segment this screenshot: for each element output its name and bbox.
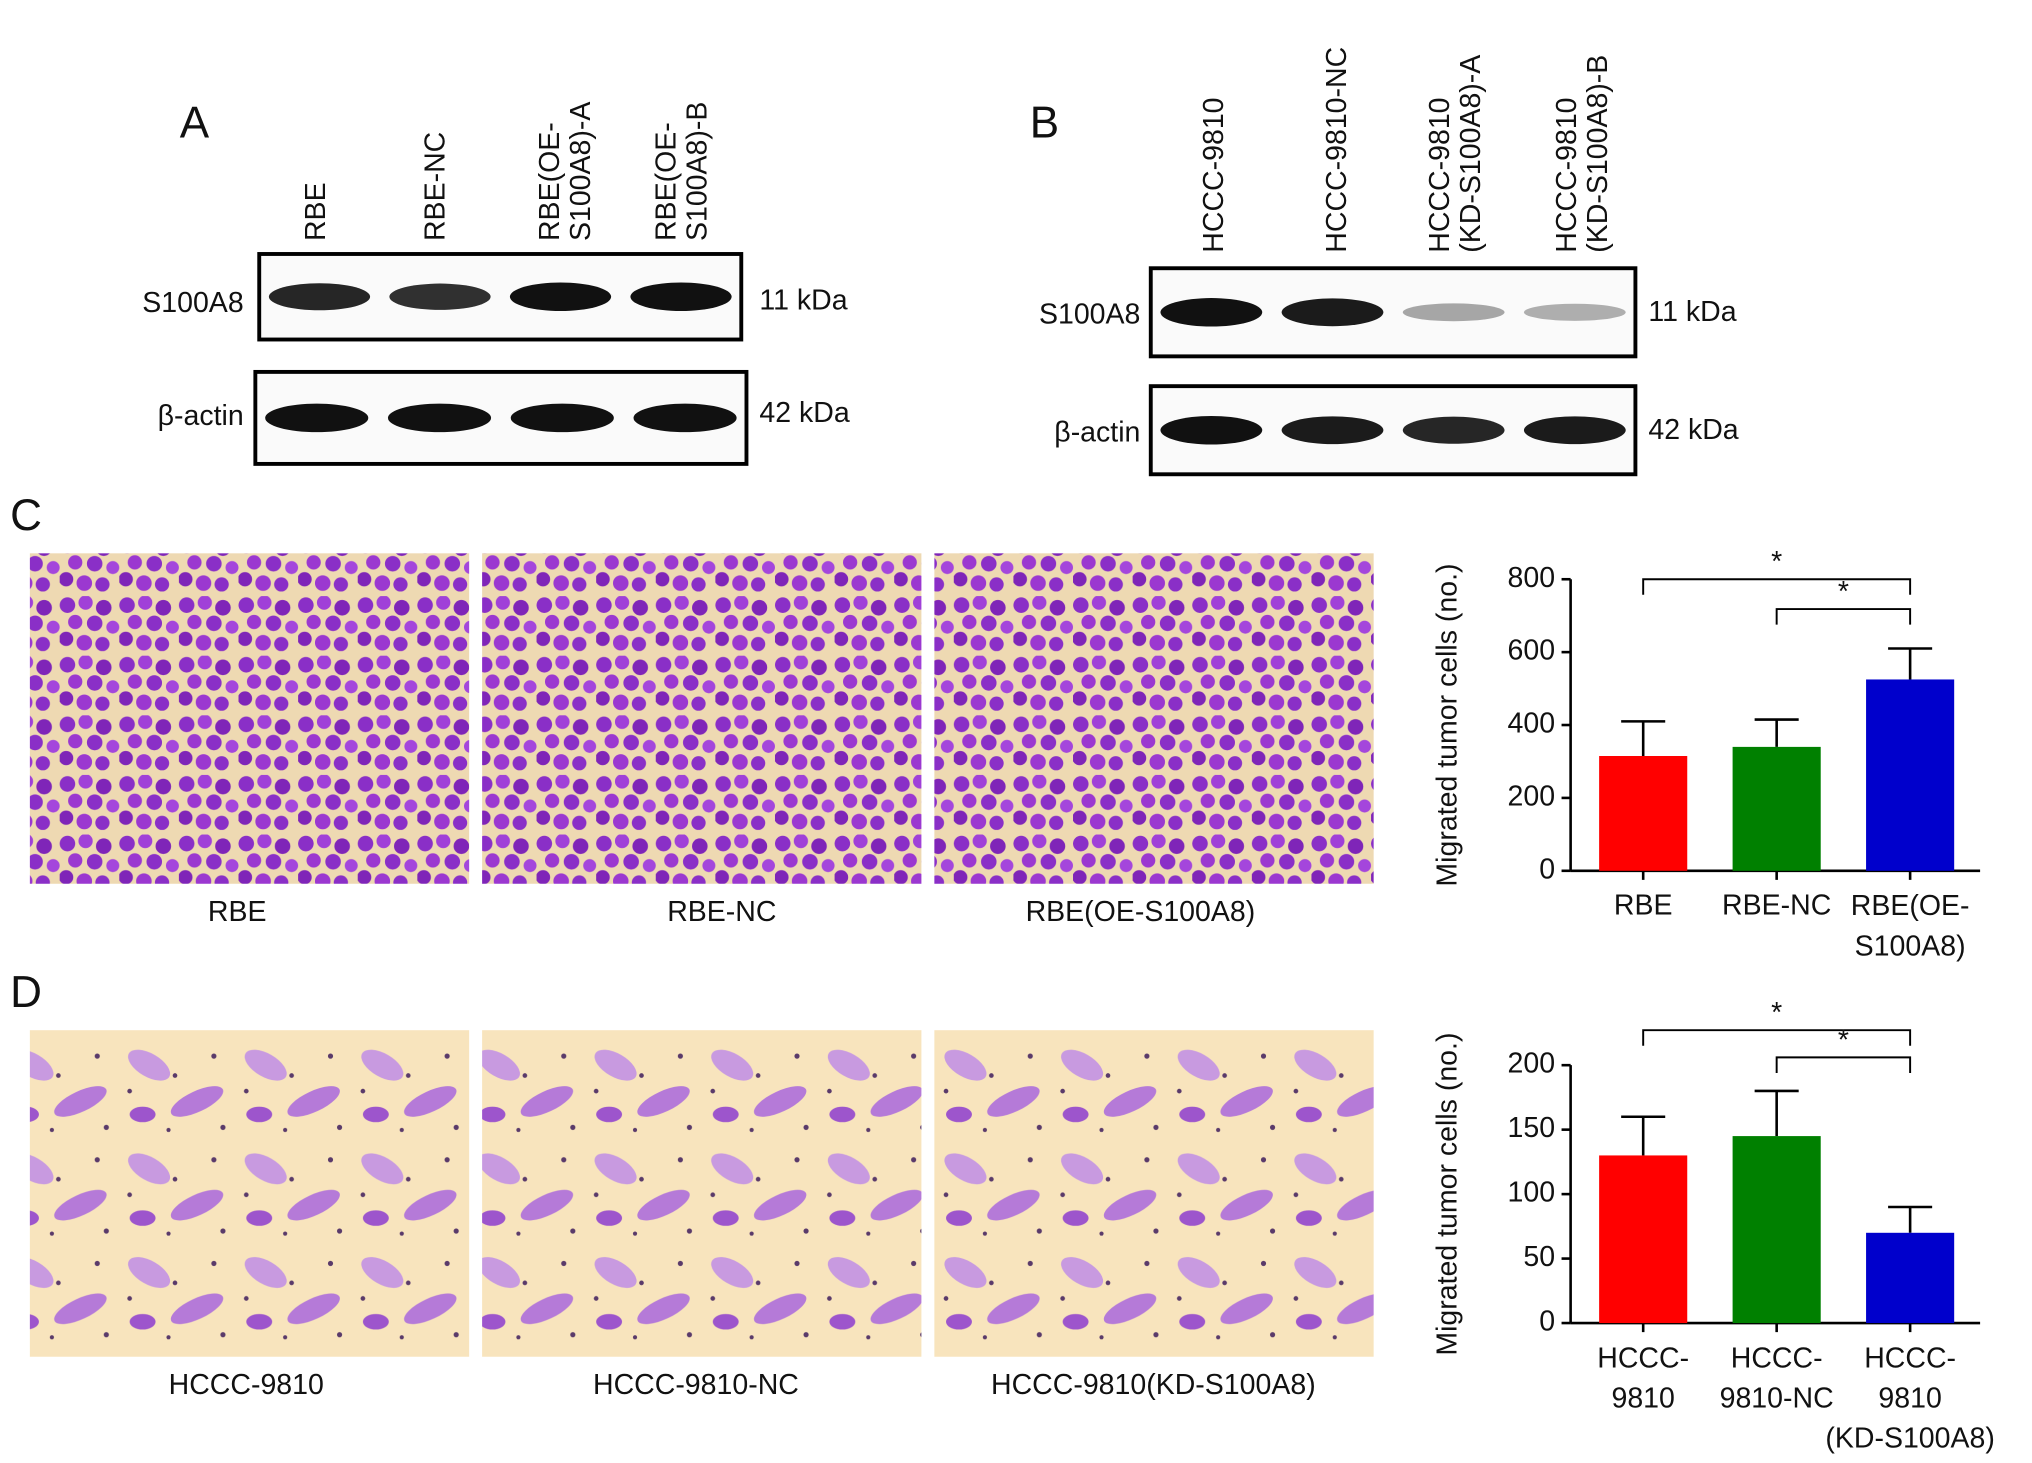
- bar: [1599, 1155, 1688, 1324]
- lane-label: HCCC-9810(KD-S100A8)-B: [1551, 55, 1614, 253]
- text-line: (KD-S100A8): [1825, 1422, 1994, 1454]
- size-label: 42 kDa: [759, 397, 849, 429]
- blot-band: [1281, 298, 1384, 327]
- significance-label: *: [1771, 997, 1782, 1029]
- text-line: HCCC-9810: [1424, 97, 1456, 252]
- row-label: S100A8: [142, 287, 243, 319]
- text-line: RBE(OE-: [650, 122, 682, 241]
- text-line: HCCC-: [1597, 1342, 1689, 1374]
- significance-bracket: [1642, 1029, 1912, 1046]
- text-line: (KD-S100A8)-B: [1582, 55, 1614, 253]
- micrograph: [29, 553, 470, 884]
- blot-band: [633, 403, 737, 433]
- blot-band: [1523, 303, 1626, 321]
- micrograph-caption: HCCC-9810-NC: [593, 1369, 799, 1401]
- text-line: HCCC-: [1731, 1342, 1823, 1374]
- panel-letter: D: [10, 968, 42, 1017]
- y-axis-label: Migrated tumor cells (no.): [1431, 563, 1463, 886]
- x-tick-label: HCCC- 9810: [1597, 1342, 1689, 1414]
- blot-band: [510, 403, 614, 433]
- blot-band: [630, 282, 732, 312]
- row-label: β-actin: [158, 400, 244, 432]
- significance-bracket: [1642, 578, 1912, 595]
- blot-band: [1402, 303, 1505, 322]
- significance-label: *: [1838, 576, 1849, 608]
- micrograph-caption: RBE: [208, 896, 267, 928]
- y-tick-label: 150: [1508, 1112, 1556, 1144]
- significance-bracket: [1775, 1056, 1912, 1073]
- bar: [1732, 746, 1821, 871]
- text-line: HCCC-: [1864, 1342, 1956, 1374]
- blot-band: [389, 283, 491, 310]
- y-tick-label: 200: [1508, 1048, 1556, 1080]
- text-line: S100A8): [1855, 930, 1966, 962]
- text-line: (KD-S100A8)-A: [1455, 55, 1487, 253]
- bar: [1866, 679, 1955, 871]
- bar: [1866, 1232, 1955, 1324]
- text-line: S100A8)-A: [564, 102, 596, 241]
- significance-bracket: [1775, 608, 1912, 625]
- row-label: β-actin: [1054, 417, 1140, 449]
- size-label: 11 kDa: [1648, 296, 1736, 328]
- y-tick-label: 0: [1539, 1306, 1555, 1338]
- y-axis-label: Migrated tumor cells (no.): [1431, 1033, 1463, 1356]
- text-line: RBE(OE-: [533, 122, 565, 241]
- micrograph: [482, 1030, 922, 1357]
- blot-band: [265, 403, 369, 433]
- lane-label: RBE: [300, 182, 332, 241]
- blot-band: [1402, 416, 1505, 444]
- panel-letter: A: [180, 98, 210, 147]
- bar: [1732, 1136, 1821, 1324]
- y-tick-label: 0: [1539, 853, 1555, 885]
- micrograph-caption: RBE(OE-S100A8): [1026, 896, 1256, 928]
- micrograph: [29, 1030, 470, 1357]
- lane-label: RBE(OE-S100A8)-B: [650, 102, 713, 241]
- micrograph: [934, 553, 1374, 884]
- size-label: 42 kDa: [1648, 414, 1738, 446]
- y-tick-label: 600: [1508, 635, 1556, 667]
- lane-label: RBE(OE-S100A8)-A: [533, 102, 596, 241]
- lane-label: HCCC-9810: [1198, 97, 1230, 252]
- text-line: 9810-NC: [1720, 1382, 1834, 1414]
- text-line: S100A8)-B: [681, 102, 713, 241]
- lane-label: HCCC-9810-NC: [1321, 47, 1353, 253]
- y-tick-label: 200: [1508, 780, 1556, 812]
- micrograph-caption: HCCC-9810(KD-S100A8): [991, 1369, 1316, 1401]
- y-tick-label: 400: [1508, 708, 1556, 740]
- lane-label: RBE-NC: [419, 132, 451, 241]
- blot-band: [387, 403, 492, 433]
- panel-letter: B: [1030, 98, 1059, 147]
- blot-band: [268, 283, 371, 311]
- significance-label: *: [1838, 1024, 1849, 1056]
- micrograph: [934, 1030, 1374, 1357]
- y-tick-label: 100: [1508, 1177, 1556, 1209]
- lane-label: HCCC-9810(KD-S100A8)-A: [1424, 55, 1487, 253]
- blot-band: [509, 282, 612, 312]
- significance-label: *: [1771, 546, 1782, 578]
- x-tick-label: RBE-NC: [1722, 890, 1831, 922]
- micrograph-caption: HCCC-9810: [169, 1369, 324, 1401]
- row-label: S100A8: [1039, 299, 1140, 331]
- blot-band: [1523, 416, 1626, 445]
- x-tick-label: HCCC- 9810 (KD-S100A8): [1825, 1342, 1994, 1454]
- blot-band: [1281, 416, 1384, 445]
- y-tick-label: 800: [1508, 562, 1556, 594]
- size-label: 11 kDa: [759, 284, 847, 316]
- micrograph: [482, 553, 922, 884]
- x-tick-label: RBE(OE- S100A8): [1851, 890, 1970, 962]
- blot-band: [1160, 298, 1263, 327]
- x-tick-label: HCCC- 9810-NC: [1720, 1342, 1834, 1414]
- text-line: 9810: [1878, 1382, 1941, 1414]
- text-line: 9810: [1611, 1382, 1674, 1414]
- blot-band: [1160, 415, 1263, 445]
- text-line: HCCC-9810: [1551, 97, 1583, 252]
- text-line: RBE(OE-: [1851, 890, 1970, 922]
- x-tick-label: RBE: [1614, 890, 1673, 922]
- y-tick-label: 50: [1523, 1241, 1555, 1273]
- bar: [1599, 755, 1688, 871]
- panel-letter: C: [10, 491, 42, 540]
- micrograph-caption: RBE-NC: [667, 896, 776, 928]
